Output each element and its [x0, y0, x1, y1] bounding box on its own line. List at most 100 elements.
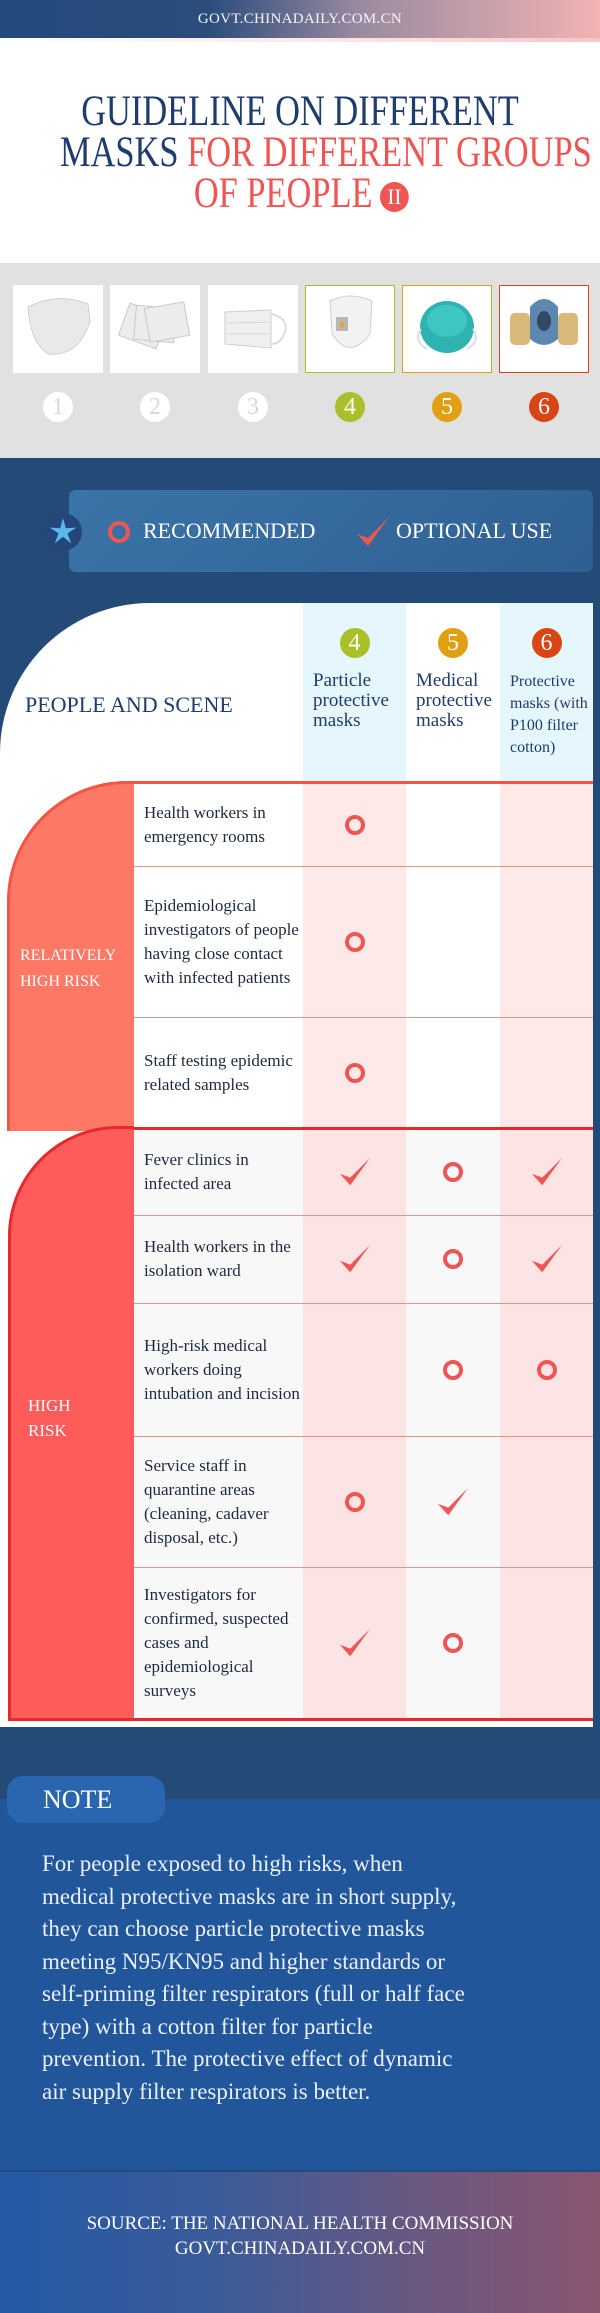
mask-image-1 — [13, 285, 103, 373]
note-line: meeting N95/KN95 and higher standards or — [42, 1948, 446, 1974]
note-line: self-priming filter respirators (full or… — [42, 1981, 465, 2006]
recommended-circle-icon — [433, 1152, 473, 1192]
row-divider — [134, 1567, 593, 1568]
part-badge: II — [379, 182, 409, 213]
mask-number-2: 2 — [140, 392, 170, 422]
table-cell — [500, 784, 593, 866]
table-cell — [134, 1303, 303, 1436]
scene-label: High-risk medical workers doing intubati… — [144, 1335, 300, 1403]
mask-number-5: 5 — [432, 392, 462, 422]
scene-label: Health workers in the isolation ward — [144, 1237, 291, 1280]
recommended-circle-icon — [335, 805, 375, 845]
note-label: NOTE — [7, 1776, 165, 1823]
row-divider — [134, 866, 593, 867]
footer-site: GOVT.CHINADAILY.COM.CN — [174, 2238, 426, 2259]
high-risk-label: HIGH — [28, 1396, 71, 1415]
table-cell — [500, 1215, 593, 1303]
medical-n95-mask-icon — [407, 289, 487, 369]
optional-check-icon — [335, 1152, 375, 1192]
table-cell — [134, 1215, 303, 1303]
row-divider — [134, 1303, 593, 1304]
mask-number-1: 1 — [43, 392, 73, 422]
table-cell — [134, 1129, 303, 1215]
note-line: type) with a cotton filter for particle — [42, 2013, 373, 2039]
mask-image-6 — [499, 285, 589, 373]
column-header-line: masks (with — [510, 695, 588, 712]
table-cell — [134, 866, 303, 1017]
recommended-circle-icon — [433, 1239, 473, 1279]
people-and-scene-header: PEOPLE AND SCENE — [25, 692, 233, 717]
site-url: GOVT.CHINADAILY.COM.CN — [197, 11, 403, 27]
recommended-circle-icon — [335, 1053, 375, 1093]
row-divider — [134, 1017, 593, 1018]
high-risk-label: RISK — [28, 1421, 67, 1440]
table-cell — [134, 1567, 303, 1718]
note-section — [0, 1799, 600, 2170]
recommended-circle-icon — [433, 1350, 473, 1390]
respirator-p100-icon — [504, 289, 584, 369]
column-header-line: cotton) — [510, 739, 556, 756]
mask-number-3: 3 — [238, 392, 268, 422]
legend-recommended: RECOMMENDED — [143, 518, 316, 543]
relatively-high-risk-label: HIGH RISK — [20, 973, 101, 990]
column-number-5: 5 — [438, 628, 468, 658]
optional-check-icon — [335, 1239, 375, 1279]
row-divider — [134, 1436, 593, 1437]
table-cell — [500, 1567, 593, 1718]
column-header-line: masks — [313, 710, 361, 731]
table-cell — [500, 1017, 593, 1129]
table-cell — [500, 1129, 593, 1215]
scene-label: Investigators for confirmed, suspected c… — [144, 1584, 289, 1700]
title-line-1: GUIDELINE ON DIFFERENT — [81, 88, 519, 135]
scene-label: Service staff in quarantine areas (clean… — [144, 1455, 269, 1547]
table-cell — [500, 1436, 593, 1567]
footer: SOURCE: THE NATIONAL HEALTH COMMISSION G… — [0, 2172, 600, 2313]
title-people: OF PEOPLE — [193, 170, 373, 217]
title-masks: MASKS — [60, 129, 179, 176]
optional-check-icon — [527, 1239, 567, 1279]
surgical-mask-icon — [213, 292, 293, 367]
column-number-6: 6 — [531, 628, 562, 658]
column-header-line: protective — [313, 690, 389, 711]
mask-image-3 — [208, 285, 298, 373]
column-header-line: P100 filter — [510, 717, 578, 734]
note-line: prevention. The protective effect of dyn… — [42, 2046, 453, 2071]
column-header-line: masks — [416, 710, 464, 731]
table-cell — [303, 1129, 406, 1215]
optional-check-icon — [527, 1152, 567, 1192]
column-number-4: 4 — [339, 628, 370, 658]
sponge-mask-icon — [18, 292, 98, 367]
snowflake-icon — [44, 513, 82, 551]
particle-mask-valve-icon — [310, 289, 390, 369]
title-section: GUIDELINE ON DIFFERENT MASKS FOR DIFFERE… — [0, 42, 600, 263]
table-cell — [134, 784, 303, 866]
scene-label: Health workers in emergency rooms — [144, 803, 266, 846]
recommended-circle-icon — [335, 1482, 375, 1522]
mask-image-2 — [110, 285, 200, 373]
table-cell — [406, 1017, 500, 1129]
table-cell — [134, 1017, 303, 1129]
scene-label: Fever clinics in infected area — [144, 1150, 249, 1193]
top-banner: GOVT.CHINADAILY.COM.CN — [0, 0, 600, 38]
column-header-line: Protective — [510, 673, 575, 690]
optional-check-icon — [433, 1482, 473, 1522]
high-risk-divider — [134, 1127, 593, 1130]
note-line: For people exposed to high risks, when — [42, 1851, 403, 1876]
mask-number-4: 4 — [335, 392, 365, 422]
table-cell — [303, 1567, 406, 1718]
scene-label: Staff testing epidemic related samples — [144, 1051, 293, 1094]
note-line: air supply filter respirators is better. — [42, 2078, 371, 2104]
title-line-2: MASKS FOR DIFFERENT GROUPS — [60, 129, 592, 176]
table-cell — [500, 866, 593, 1017]
relatively-high-risk-label: RELATIVELY — [20, 947, 117, 964]
mask-number-6: 6 — [529, 392, 559, 422]
mask-image-4 — [305, 285, 395, 373]
title-groups: FOR DIFFERENT GROUPS — [187, 129, 592, 176]
table-cell — [406, 784, 500, 866]
legend-optional: OPTIONAL USE — [396, 518, 553, 543]
note-line: they can choose particle protective mask… — [42, 1916, 425, 1941]
optional-check-icon — [355, 514, 391, 555]
table-cell — [406, 1436, 500, 1567]
table-cell — [134, 1436, 303, 1567]
recommended-circle-icon — [433, 1623, 473, 1663]
